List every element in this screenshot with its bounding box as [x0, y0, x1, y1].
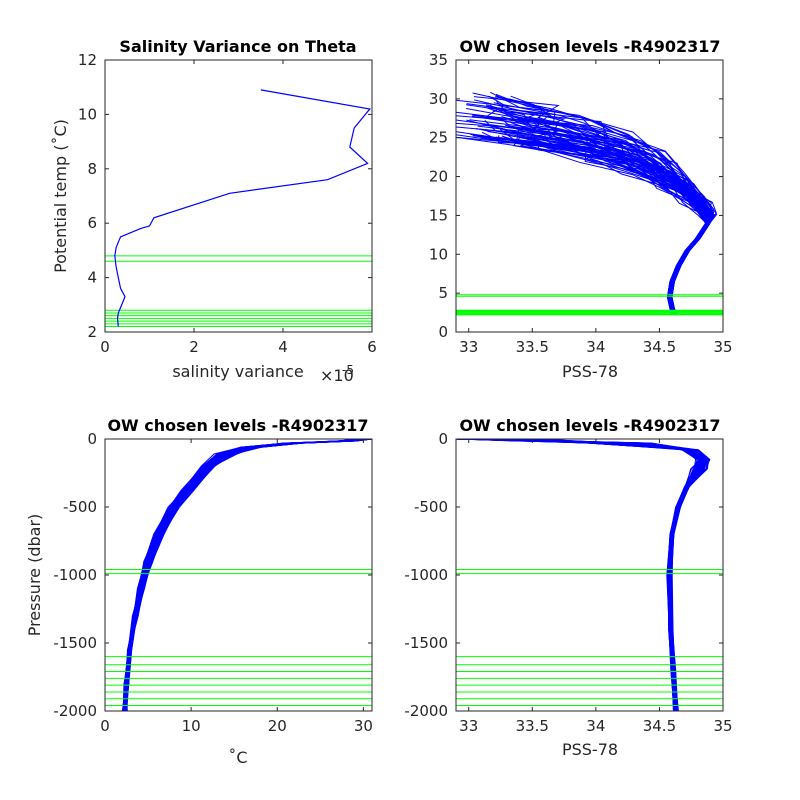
x-tick-label: 33.5: [516, 717, 549, 735]
profile-line: [124, 438, 367, 712]
chart-title: OW chosen levels -R4902317: [459, 37, 720, 56]
panel-pressure-salinity: OW chosen levels -R4902317 33 33.5 34 34.5 3…: [404, 416, 732, 759]
y-tick-label: 15: [429, 206, 448, 224]
x-tick-label: 34.5: [643, 338, 676, 356]
x-axis-label: PSS-78: [562, 362, 618, 381]
y-tick-label: -2000: [53, 702, 97, 720]
x-axis-label: PSS-78: [562, 740, 618, 759]
profile-line: [512, 136, 707, 316]
plot-lines: [105, 438, 373, 712]
plot-area: [456, 439, 723, 711]
y-tick-label: -500: [63, 498, 97, 516]
x-tick-label: 10: [182, 717, 201, 735]
plot-lines: [455, 91, 723, 316]
x-exponent-base: ×10: [320, 366, 354, 385]
y-tick-label: 2: [87, 323, 97, 341]
y-tick-label: 10: [78, 105, 97, 123]
plot-area: [105, 439, 372, 711]
chart-title: Salinity Variance on Theta: [119, 37, 356, 56]
x-tick-label: 0: [100, 717, 110, 735]
y-ticks: 0 -500 -1000 -1500 -2000: [404, 430, 723, 720]
y-tick-label: 6: [87, 214, 97, 232]
profile-line: [500, 117, 715, 316]
y-tick-label: -1500: [404, 634, 448, 652]
panel-pressure-temperature: OW chosen levels -R4902317 0 10 20 30 0 -500…: [25, 416, 373, 767]
y-tick-label: 0: [438, 430, 448, 448]
panel-theta-salinity: OW chosen levels -R4902317 33 33.5 34 34.5 3…: [429, 37, 733, 381]
y-axis-label: Potential temp (˚C): [51, 119, 70, 273]
y-tick-label: 20: [429, 168, 448, 186]
x-tick-label: 2: [189, 338, 199, 356]
y-ticks: 0 5 10 15 20 25 30 35: [429, 51, 723, 341]
x-tick-label: 6: [367, 338, 377, 356]
y-tick-label: 35: [429, 51, 448, 69]
x-tick-label: 0: [100, 338, 110, 356]
axes-box: [455, 59, 724, 333]
x-tick-label: 34: [586, 338, 605, 356]
y-ticks: 2 4 6 8 10 12: [78, 51, 372, 341]
y-ticks: 0 -500 -1000 -1500 -2000: [53, 430, 372, 720]
x-axis-label: salinity variance: [172, 362, 303, 381]
y-tick-label: 25: [429, 129, 448, 147]
y-tick-label: -500: [414, 498, 448, 516]
plot-lines: [455, 438, 723, 712]
x-tick-label: 34: [586, 717, 605, 735]
y-tick-label: -1500: [53, 634, 97, 652]
y-tick-label: -1000: [404, 566, 448, 584]
plot-area: [105, 60, 372, 332]
x-tick-label: 35: [713, 717, 732, 735]
x-tick-label: 20: [268, 717, 287, 735]
x-tick-label: 4: [278, 338, 288, 356]
chart-title: OW chosen levels -R4902317: [459, 416, 720, 435]
x-axis-label: ˚C: [228, 748, 247, 767]
y-tick-label: 5: [438, 284, 448, 302]
x-ticks: 33 33.5 34 34.5 35: [459, 60, 733, 356]
y-tick-label: -2000: [404, 702, 448, 720]
profile-line: [475, 438, 697, 712]
profile-line: [126, 438, 373, 711]
y-tick-label: 30: [429, 90, 448, 108]
chart-title: OW chosen levels -R4902317: [107, 416, 368, 435]
x-tick-label: 33: [459, 338, 478, 356]
profile-line: [492, 110, 711, 316]
x-tick-label: 33.5: [516, 338, 549, 356]
x-ticks: 0 2 4 6: [100, 60, 377, 356]
x-tick-label: 30: [354, 717, 373, 735]
y-axis-label: Pressure (dbar): [25, 514, 44, 637]
y-tick-label: 8: [87, 160, 97, 178]
y-tick-label: 0: [438, 323, 448, 341]
x-ticks: 33 33.5 34 34.5 35: [459, 439, 733, 735]
y-tick-label: 4: [87, 269, 97, 287]
axes-box: [104, 59, 373, 333]
profile-line: [455, 99, 708, 316]
x-tick-label: 33: [459, 717, 478, 735]
profile-line: [494, 96, 708, 316]
y-tick-label: 12: [78, 51, 97, 69]
variance-line: [114, 89, 371, 327]
x-tick-label: 34.5: [643, 717, 676, 735]
plot-lines: [105, 89, 372, 328]
y-tick-label: 10: [429, 245, 448, 263]
x-exponent: -5: [342, 363, 354, 377]
y-tick-label: -1000: [53, 566, 97, 584]
x-ticks: 0 10 20 30: [100, 439, 373, 735]
x-tick-label: 35: [713, 338, 732, 356]
y-tick-label: 0: [87, 430, 97, 448]
